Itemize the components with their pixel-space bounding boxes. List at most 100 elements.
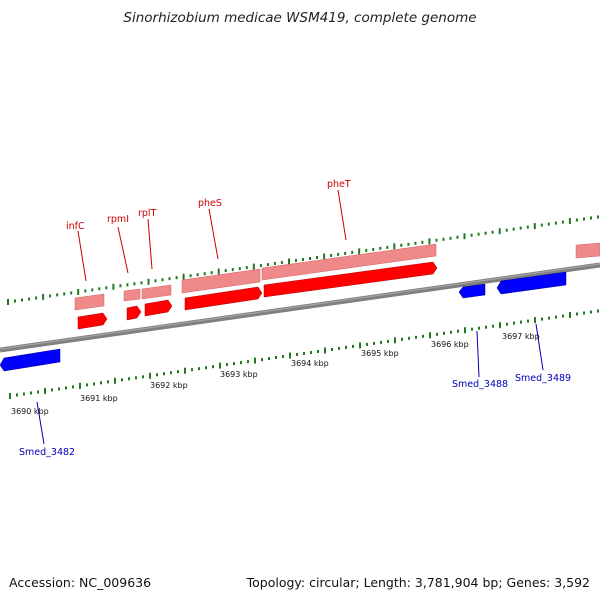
leader-infC [77, 230, 87, 282]
label-leader-lines [36, 189, 544, 445]
gene-label-pheS: pheS [198, 198, 222, 209]
upper-tick [231, 268, 234, 272]
upper-tick [238, 267, 241, 271]
gene-label-rplT: rplT [138, 208, 157, 219]
lower-tick [506, 322, 508, 326]
gene-bar-pheS-light[interactable] [181, 268, 261, 294]
lower-tick [51, 388, 53, 392]
upper-tick [295, 259, 297, 262]
upper-tick [252, 263, 255, 270]
upper-tick [266, 263, 269, 267]
upper-tick [344, 251, 347, 255]
gene-label-Smed_3489: Smed_3489 [515, 373, 571, 384]
lower-tick [9, 393, 11, 399]
upper-tick [259, 264, 262, 268]
lower-tick [555, 315, 557, 319]
lower-tick [114, 377, 116, 384]
forward-gene-bars-light [74, 242, 600, 311]
upper-tick [245, 266, 248, 270]
upper-tick [456, 235, 459, 239]
lower-tick [317, 350, 319, 353]
lower-tick [296, 353, 298, 356]
upper-tick [590, 216, 592, 220]
lower-tick [142, 375, 144, 379]
lower-tick [219, 362, 221, 369]
gene-arrow-rpmI[interactable] [126, 305, 142, 321]
upper-tick [568, 218, 571, 224]
gene-bar-rplT-light[interactable] [141, 284, 172, 300]
lower-tick [121, 378, 123, 382]
upper-tick [540, 223, 543, 227]
kbp-label-3697: 3697 kbp [502, 332, 540, 341]
lower-tick [149, 372, 151, 379]
gene-label-Smed_3482: Smed_3482 [19, 447, 75, 458]
upper-tick [56, 293, 59, 297]
forward-gene-arrows [77, 261, 438, 330]
upper-tick [140, 281, 143, 285]
upper-tick [428, 238, 431, 245]
upper-tick [372, 247, 375, 251]
upper-tick [77, 288, 80, 295]
upper-tick [168, 277, 171, 281]
lower-tick [37, 390, 39, 394]
upper-tick [351, 250, 354, 254]
upper-tick [519, 226, 522, 230]
upper-tick [421, 240, 424, 244]
upper-tick [196, 273, 199, 277]
upper-tick [42, 293, 45, 300]
gene-arrow-Smed_3482[interactable] [0, 348, 61, 372]
lower-tick [205, 366, 207, 370]
upper-tick [337, 252, 340, 256]
lower-tick [338, 346, 340, 350]
gene-arrow-Smed_3489[interactable] [496, 271, 567, 295]
upper-tick [91, 288, 94, 292]
lower-tick [163, 372, 165, 376]
lower-tick [289, 352, 291, 359]
upper-tick [105, 286, 108, 290]
kbp-label-3694: 3694 kbp [291, 359, 329, 368]
lower-tick [597, 309, 599, 313]
gene-bar-pheT-light[interactable] [261, 243, 437, 281]
upper-tick [358, 248, 361, 255]
upper-tick [112, 283, 115, 290]
lower-tick [58, 387, 60, 391]
gene-bar-infC-light[interactable] [74, 293, 105, 311]
upper-tick [597, 215, 599, 219]
upper-tick [210, 271, 213, 275]
lower-tick [261, 358, 263, 362]
lower-tick [135, 376, 137, 380]
gene-label-pheT: pheT [327, 179, 351, 190]
kbp-label-3691: 3691 kbp [80, 394, 118, 403]
gene-arrow-pheS[interactable] [184, 286, 263, 311]
gene-bar-edge-light[interactable] [575, 242, 600, 259]
upper-tick [463, 233, 466, 240]
lower-tick [422, 334, 424, 338]
lower-tick [212, 365, 214, 369]
gene-arrow-infC[interactable] [77, 312, 108, 330]
lower-tick [345, 345, 347, 349]
kbp-label-3692: 3692 kbp [150, 381, 188, 390]
genome-summary-text: Topology: circular; Length: 3,781,904 bp… [246, 575, 590, 590]
lower-tick [233, 362, 235, 366]
upper-tick [547, 222, 550, 226]
upper-tick [386, 245, 389, 249]
lower-tick-track [9, 309, 599, 399]
lower-tick [282, 355, 284, 358]
gene-arrow-rplT[interactable] [144, 299, 173, 317]
kbp-label-3693: 3693 kbp [220, 370, 258, 379]
leader-Smed_3489 [535, 323, 544, 371]
upper-tick [498, 228, 501, 235]
lower-tick [499, 322, 501, 329]
gene-arrow-pheT[interactable] [263, 261, 438, 298]
lower-tick [534, 317, 536, 324]
gene-arrow-Smed_3488[interactable] [458, 283, 486, 299]
reverse-gene-arrows [0, 271, 567, 372]
gene-bar-rpmI-light[interactable] [123, 288, 141, 302]
upper-tick [119, 284, 122, 288]
lower-tick [520, 320, 522, 324]
lower-tick [303, 352, 305, 355]
lower-tick [310, 351, 312, 354]
lower-tick [86, 383, 88, 387]
upper-tick [561, 220, 564, 224]
